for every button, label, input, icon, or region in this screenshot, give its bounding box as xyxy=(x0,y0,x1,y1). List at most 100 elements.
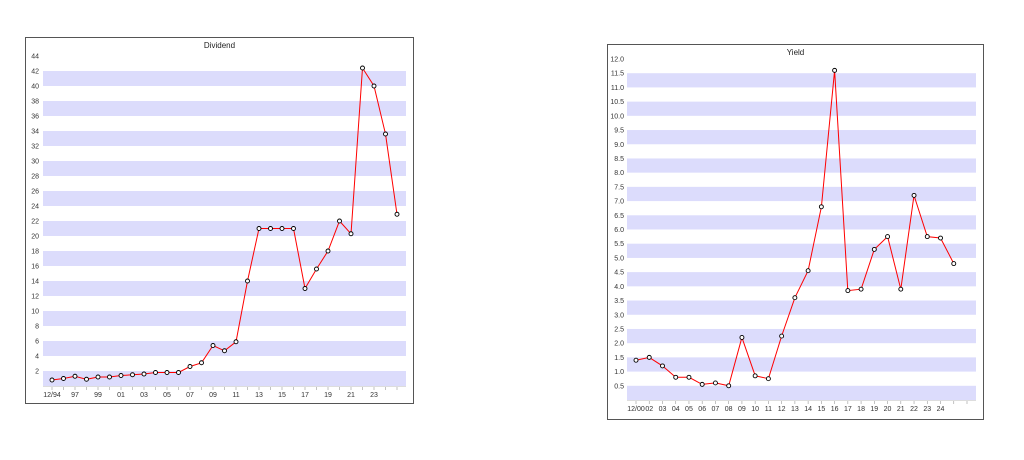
y-tick-label: 16 xyxy=(31,264,39,271)
y-tick-label: 18 xyxy=(31,249,39,256)
grid-band xyxy=(627,385,976,400)
x-tick-label: 17 xyxy=(844,406,852,413)
x-tick-label: 23 xyxy=(370,392,378,399)
x-tick-label: 20 xyxy=(884,406,892,413)
x-tick-label: 08 xyxy=(725,406,733,413)
x-tick-label: 15 xyxy=(278,392,286,399)
y-tick-label: 22 xyxy=(31,219,39,226)
data-point xyxy=(302,286,308,291)
x-tick-label: 11 xyxy=(232,392,239,399)
y-tick-label: 7.5 xyxy=(614,184,624,191)
y-tick-label: 32 xyxy=(31,144,39,151)
x-tick-label: 19 xyxy=(870,406,878,413)
x-tick-label: 23 xyxy=(923,406,931,413)
grid-band xyxy=(627,300,976,315)
x-tick-label: 02 xyxy=(645,406,653,413)
data-point xyxy=(233,339,239,345)
data-point xyxy=(61,376,66,381)
data-point xyxy=(951,261,957,267)
data-point xyxy=(314,266,319,272)
x-tick-label: 21 xyxy=(347,392,355,399)
x-tick-label: 09 xyxy=(738,406,746,413)
data-point xyxy=(765,376,771,382)
grid-band xyxy=(627,73,976,88)
y-tick-label: 3.5 xyxy=(614,298,624,305)
y-tick-label: 8.5 xyxy=(614,156,624,163)
y-tick-label: 5.5 xyxy=(614,241,624,248)
x-tick-label: 16 xyxy=(831,406,839,413)
x-tick-label: 05 xyxy=(163,392,171,399)
grid-band xyxy=(43,71,406,86)
grid-band xyxy=(627,186,976,202)
chart-title: Yield xyxy=(786,48,805,57)
yield-chart-svg: 0.5 1.0 1.5 2.0 2.5 3.0 3.5 4.0 4.5 5.0 5.5 6.0 6.5 7… xyxy=(610,57,976,413)
y-tick-label: 10.5 xyxy=(610,99,624,106)
data-point xyxy=(95,374,101,380)
y-tick-label: 42 xyxy=(31,69,39,76)
data-point xyxy=(383,131,388,137)
y-tick-label: 26 xyxy=(31,189,39,196)
x-tick-label: 10 xyxy=(751,406,759,413)
data-point xyxy=(686,374,692,380)
data-point xyxy=(858,286,864,292)
data-point xyxy=(792,295,798,301)
y-tick-label: 12 xyxy=(31,294,39,301)
grid-band xyxy=(43,251,406,266)
grid-band xyxy=(43,131,406,146)
y-tick-label: 2 xyxy=(35,369,39,376)
data-point xyxy=(348,231,354,237)
grid-band xyxy=(627,243,976,258)
chart-title: Dividend xyxy=(203,41,236,50)
dividend-chart-panel: Dividend 2 4 6 8 10 12 14 16 18 20 22 24 26 28 30 32 34 3… xyxy=(25,37,414,404)
x-tick-label: 03 xyxy=(659,406,667,413)
data-point xyxy=(911,192,917,198)
y-tick-label: 20 xyxy=(31,234,39,241)
data-point xyxy=(118,373,124,378)
x-tick-label: 24 xyxy=(937,406,945,413)
data-point xyxy=(845,288,851,294)
data-point xyxy=(832,67,838,73)
data-point xyxy=(130,372,135,378)
grid-band xyxy=(627,101,976,116)
data-point xyxy=(712,380,718,386)
y-tick-label: 4.0 xyxy=(614,284,624,291)
data-point xyxy=(84,376,89,382)
x-tick-label: 12 xyxy=(778,406,786,413)
data-point xyxy=(187,364,193,369)
data-point xyxy=(779,333,785,339)
x-tick-label: 15 xyxy=(817,406,825,413)
data-point xyxy=(337,218,342,224)
yield-chart-panel: Yield 0.5 1.0 1.5 2.0 2.5 3.0 3.5 4.0 4.5 5.0 5.5 6… xyxy=(607,44,984,420)
data-point xyxy=(222,348,227,354)
grid-band xyxy=(627,158,976,173)
x-tick-label: 18 xyxy=(857,406,865,413)
x-tick-label: 04 xyxy=(672,406,680,413)
data-point xyxy=(268,226,273,231)
y-tick-label: 14 xyxy=(31,279,39,286)
data-point xyxy=(199,360,204,366)
data-point xyxy=(633,357,639,363)
data-point xyxy=(938,235,943,241)
y-tick-label: 9.0 xyxy=(614,142,624,149)
data-point xyxy=(107,374,112,380)
x-tick-label: 03 xyxy=(140,392,148,399)
data-point xyxy=(726,383,732,389)
y-tick-label: 8 xyxy=(35,324,39,331)
x-tick-label: 01 xyxy=(117,392,125,399)
data-point xyxy=(394,211,400,217)
grid-band xyxy=(43,311,406,326)
grid-band xyxy=(43,161,406,176)
y-tick-label: 36 xyxy=(31,114,39,121)
data-point xyxy=(660,363,665,369)
y-tick-label: 40 xyxy=(31,84,39,91)
data-point xyxy=(176,370,181,375)
data-point xyxy=(898,286,904,292)
data-point xyxy=(72,373,78,379)
y-tick-label: 44 xyxy=(31,54,39,61)
data-point xyxy=(256,226,262,231)
y-tick-label: 5.0 xyxy=(614,255,624,262)
data-point xyxy=(164,370,170,375)
data-point xyxy=(279,226,285,231)
y-tick-label: 3.0 xyxy=(614,312,624,319)
y-tick-label: 38 xyxy=(31,99,39,106)
